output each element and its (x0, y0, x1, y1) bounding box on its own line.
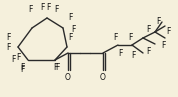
Text: F: F (53, 64, 57, 72)
Text: F: F (11, 55, 15, 65)
Text: F: F (16, 54, 20, 62)
Text: F: F (71, 26, 75, 35)
Text: F: F (6, 42, 10, 52)
Text: F: F (113, 33, 117, 42)
Text: O: O (100, 74, 106, 83)
Text: F: F (166, 28, 170, 36)
Text: F: F (156, 16, 160, 26)
Text: F: F (46, 3, 50, 13)
Text: F: F (131, 51, 135, 59)
Text: F: F (6, 33, 10, 42)
Text: F: F (128, 32, 132, 42)
Text: F: F (20, 64, 24, 72)
Text: F: F (54, 6, 58, 14)
Text: O: O (65, 74, 71, 83)
Text: F: F (68, 33, 72, 42)
Text: F: F (20, 65, 24, 74)
Text: F: F (161, 42, 165, 51)
Text: F: F (28, 6, 32, 14)
Text: F: F (146, 25, 150, 33)
Text: F: F (68, 13, 72, 23)
Text: F: F (118, 48, 122, 58)
Text: F: F (146, 48, 150, 56)
Text: F: F (55, 64, 59, 72)
Text: F: F (40, 3, 44, 13)
